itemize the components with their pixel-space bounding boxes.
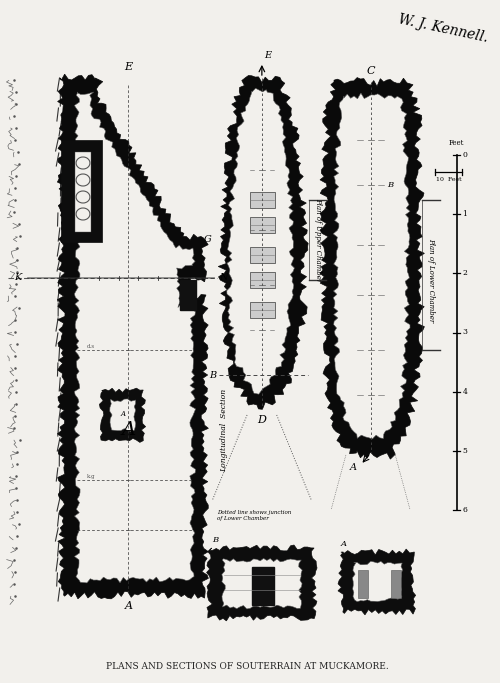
Text: D: D xyxy=(258,415,266,425)
Text: B: B xyxy=(212,536,218,544)
Text: W. J. Kennell.: W. J. Kennell. xyxy=(396,12,489,45)
Polygon shape xyxy=(206,545,317,621)
Bar xyxy=(250,247,274,263)
Text: 0: 0 xyxy=(462,151,468,159)
Text: PLANS AND SECTIONS OF SOUTERRAIN AT MUCKAMORE.: PLANS AND SECTIONS OF SOUTERRAIN AT MUCK… xyxy=(106,662,389,671)
Text: A: A xyxy=(341,540,347,548)
Polygon shape xyxy=(75,152,91,232)
Polygon shape xyxy=(227,88,294,394)
Text: N: N xyxy=(220,273,228,283)
Text: Feet: Feet xyxy=(449,139,464,147)
Text: 6: 6 xyxy=(462,506,468,514)
Bar xyxy=(252,567,274,605)
Text: Plan of Upper Chamber: Plan of Upper Chamber xyxy=(314,198,322,282)
Polygon shape xyxy=(352,561,403,602)
Polygon shape xyxy=(222,559,302,609)
Bar xyxy=(358,570,368,598)
Text: E: E xyxy=(124,62,132,72)
Polygon shape xyxy=(74,92,196,583)
Text: B: B xyxy=(388,181,394,189)
Polygon shape xyxy=(338,549,415,615)
Text: Dotted line shows junction
of Lower Chamber: Dotted line shows junction of Lower Cham… xyxy=(218,510,292,521)
Text: 2: 2 xyxy=(462,269,468,277)
Bar xyxy=(250,302,274,318)
Text: 1: 1 xyxy=(462,210,468,218)
Polygon shape xyxy=(100,388,146,443)
Text: E: E xyxy=(264,51,271,60)
Text: 10  Feet: 10 Feet xyxy=(436,177,462,182)
Bar xyxy=(250,272,274,288)
Bar xyxy=(392,570,401,598)
Polygon shape xyxy=(62,140,102,242)
Bar xyxy=(250,217,274,233)
Text: Plan of Lower Chamber: Plan of Lower Chamber xyxy=(427,238,435,322)
Text: G: G xyxy=(204,236,212,245)
Text: K: K xyxy=(14,273,21,283)
Text: B: B xyxy=(210,370,216,380)
Text: 3: 3 xyxy=(462,329,468,337)
Bar xyxy=(250,192,274,208)
Text: A: A xyxy=(350,464,356,473)
Polygon shape xyxy=(58,74,208,599)
Text: d.s: d.s xyxy=(87,344,95,349)
Text: A: A xyxy=(124,601,132,611)
Polygon shape xyxy=(320,78,424,459)
Text: C: C xyxy=(366,66,375,76)
Text: 5: 5 xyxy=(462,447,468,455)
Text: Longitudinal  Section: Longitudinal Section xyxy=(220,389,228,471)
Polygon shape xyxy=(333,93,410,439)
Polygon shape xyxy=(218,76,308,409)
Text: A: A xyxy=(122,421,136,439)
Text: k.g: k.g xyxy=(87,474,96,479)
Polygon shape xyxy=(110,399,136,431)
Text: 4: 4 xyxy=(462,388,468,395)
Bar xyxy=(180,280,196,310)
Text: A: A xyxy=(120,410,125,418)
